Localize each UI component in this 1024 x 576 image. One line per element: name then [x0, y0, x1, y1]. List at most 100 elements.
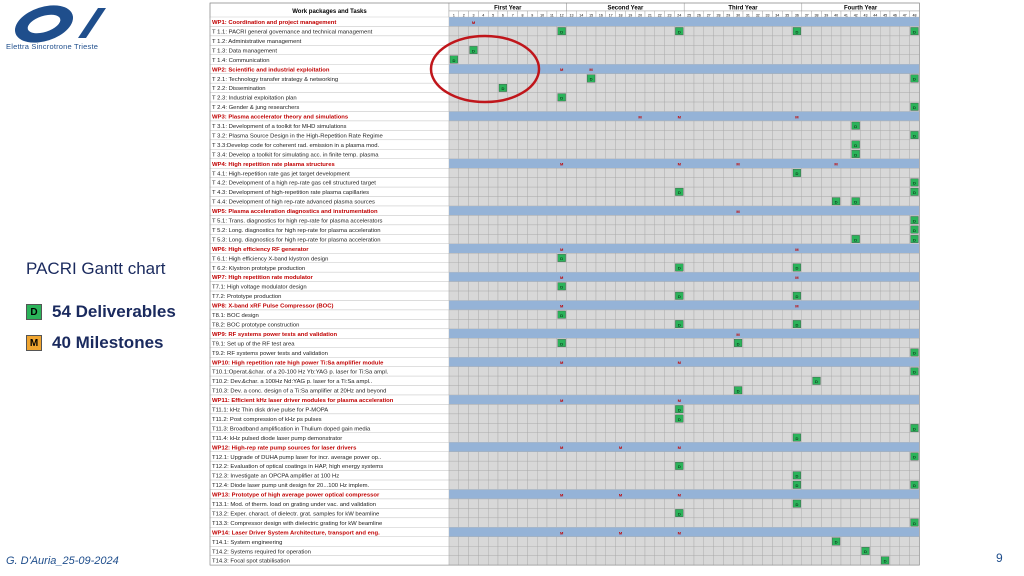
task-cell: [458, 167, 469, 178]
task-cell: [478, 347, 489, 358]
task-cell: [644, 35, 656, 46]
task-cell: [684, 309, 695, 320]
task-cell: [693, 375, 705, 386]
task-cell: [635, 196, 646, 207]
task-cell: [889, 375, 901, 386]
task-cell: [742, 517, 754, 528]
task-cell: [742, 177, 754, 188]
task-cell: [527, 555, 538, 566]
task-cell: [860, 451, 871, 462]
task-cell: [733, 375, 744, 386]
task-cell: [566, 366, 577, 377]
task-cell: [831, 508, 842, 519]
task-label: T13.1: Mod. of therm. load on grating un…: [212, 502, 376, 508]
month-label: 45: [883, 13, 887, 17]
task-cell: [821, 555, 832, 566]
task-cell: [537, 224, 548, 235]
task-cell: [478, 54, 489, 65]
deliverable-marker: [675, 509, 684, 517]
wp-bar: [448, 158, 920, 169]
task-cell: [674, 536, 685, 547]
task-cell: [684, 45, 695, 55]
task-cell: [478, 26, 489, 37]
task-cell: [478, 281, 489, 292]
task-cell: [478, 262, 489, 273]
task-cell: [517, 253, 528, 263]
deliverable-code: D: [678, 511, 681, 516]
task-cell: [517, 536, 528, 547]
task-cell: [899, 215, 910, 226]
task-cell: [850, 186, 861, 197]
task-cell: [870, 432, 881, 443]
task-cell: [880, 498, 891, 509]
task-cell: [566, 319, 577, 330]
task-cell: [488, 338, 499, 348]
task-cell: [684, 470, 695, 481]
deliverable-code: D: [913, 521, 916, 526]
task-cell: [644, 281, 656, 292]
task-cell: [488, 536, 499, 547]
task-cell: [488, 460, 499, 471]
task-cell: [850, 508, 861, 519]
task-cell: [468, 517, 479, 528]
task-cell: [909, 45, 920, 55]
task-cell: [595, 385, 607, 396]
month-label: 42: [854, 13, 858, 17]
task-cell: [576, 45, 587, 55]
task-cell: [625, 366, 636, 377]
task-cell: [762, 92, 773, 103]
task-cell: [468, 309, 479, 320]
task-cell: [772, 45, 783, 55]
milestone-code: M: [560, 275, 564, 280]
task-cell: [458, 253, 469, 263]
task-cell: [546, 451, 558, 462]
month-label: 10: [540, 13, 544, 17]
task-cell: [595, 234, 607, 245]
task-cell: [537, 338, 548, 348]
task-cell: [537, 309, 548, 320]
task-cell: [595, 460, 607, 471]
task-cell: [625, 186, 636, 197]
task-cell: [811, 167, 822, 178]
task-cell: [595, 82, 607, 93]
task-cell: [595, 139, 607, 150]
task-cell: [733, 546, 744, 556]
task-cell: [507, 546, 518, 556]
month-label: 46: [893, 13, 897, 17]
task-cell: [684, 375, 695, 386]
task-cell: [615, 375, 626, 386]
task-cell: [576, 234, 587, 245]
task-cell: [713, 215, 724, 226]
task-cell: [791, 196, 803, 207]
task-cell: [880, 177, 891, 188]
month-label: 23: [668, 13, 672, 17]
task-cell: [566, 167, 577, 178]
task-cell: [772, 73, 783, 84]
task-cell: [840, 281, 852, 292]
task-cell: [527, 470, 538, 481]
task-cell: [850, 460, 861, 471]
task-cell: [791, 555, 803, 566]
task-cell: [556, 262, 567, 273]
task-cell: [605, 546, 616, 556]
task-cell: [488, 167, 499, 178]
task-cell: [644, 479, 656, 490]
task-cell: [586, 319, 597, 330]
task-cell: [556, 82, 567, 93]
task-cell: [909, 460, 920, 471]
deliverable-code: D: [560, 285, 563, 290]
task-cell: [615, 45, 626, 55]
task-cell: [458, 536, 469, 547]
task-cell: [497, 120, 509, 131]
milestone-code: M: [795, 247, 799, 252]
task-cell: [615, 224, 626, 235]
task-cell: [791, 73, 803, 84]
task-cell: [870, 479, 881, 490]
task-cell: [674, 92, 685, 103]
task-cell: [517, 413, 528, 424]
task-cell: [840, 555, 852, 566]
task-cell: [458, 101, 469, 112]
task-cell: [860, 309, 871, 320]
wp-bar: [448, 16, 920, 27]
task-cell: [488, 82, 499, 93]
